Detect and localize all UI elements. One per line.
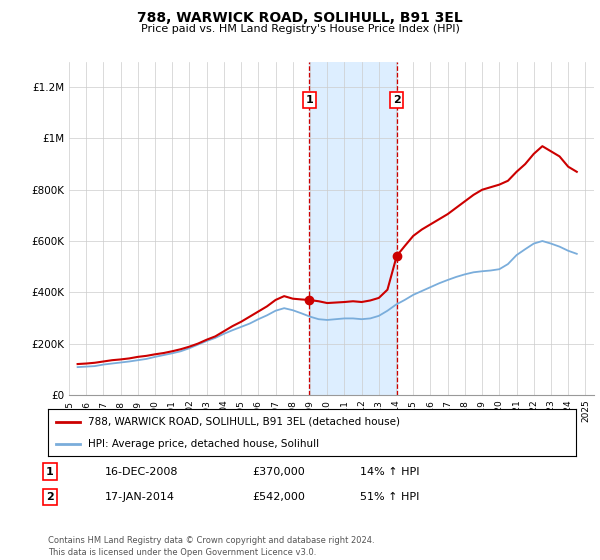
Text: HPI: Average price, detached house, Solihull: HPI: Average price, detached house, Soli… [88,438,319,449]
Text: 2: 2 [46,492,53,502]
Text: 788, WARWICK ROAD, SOLIHULL, B91 3EL: 788, WARWICK ROAD, SOLIHULL, B91 3EL [137,11,463,25]
Text: Contains HM Land Registry data © Crown copyright and database right 2024.
This d: Contains HM Land Registry data © Crown c… [48,536,374,557]
Bar [309,62,397,395]
Text: 788, WARWICK ROAD, SOLIHULL, B91 3EL (detached house): 788, WARWICK ROAD, SOLIHULL, B91 3EL (de… [88,417,400,427]
Text: Price paid vs. HM Land Registry's House Price Index (HPI): Price paid vs. HM Land Registry's House … [140,24,460,34]
Text: £370,000: £370,000 [252,466,305,477]
Text: 1: 1 [46,466,53,477]
Text: 14% ↑ HPI: 14% ↑ HPI [360,466,419,477]
Text: 2: 2 [393,95,401,105]
Text: 17-JAN-2014: 17-JAN-2014 [105,492,175,502]
Text: 1: 1 [305,95,313,105]
Text: 16-DEC-2008: 16-DEC-2008 [105,466,179,477]
Text: 51% ↑ HPI: 51% ↑ HPI [360,492,419,502]
Text: £542,000: £542,000 [252,492,305,502]
